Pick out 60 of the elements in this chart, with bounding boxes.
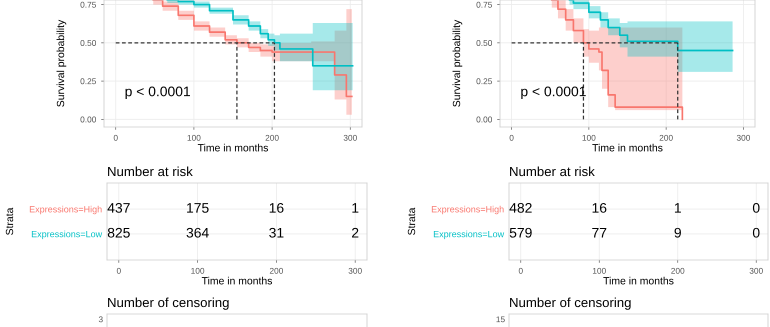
data-label: 0 xyxy=(752,202,760,213)
x-tick-label: 0 xyxy=(510,134,514,141)
y-tick-label: 0.50 xyxy=(80,40,96,46)
text: Number of censoring xyxy=(510,297,631,310)
x-tick-label: 200 xyxy=(270,268,284,274)
y-tick-label: 0.25 xyxy=(80,78,96,84)
y-tick-label: 0.00 xyxy=(80,116,96,122)
data-label: 825 xyxy=(108,228,130,238)
y-tick-label: 0.00 xyxy=(476,116,492,122)
x-tick-label: 300 xyxy=(344,134,357,141)
data-label: 482 xyxy=(510,202,532,213)
x-tick-label: 300 xyxy=(750,268,763,274)
x-axis-title: Time in months xyxy=(592,144,663,152)
x-tick-label: 100 xyxy=(592,268,606,274)
chart-title: Number at risk xyxy=(108,166,193,176)
chart-title: Number at risk xyxy=(510,166,595,176)
y-tick-label: 0.50 xyxy=(476,40,492,46)
x-tick-label: 200 xyxy=(671,268,684,274)
y-axis-title: Strata xyxy=(6,208,14,235)
x-tick-label: 300 xyxy=(348,268,362,274)
text: Number of censoring xyxy=(108,297,229,310)
x-axis-title: Time in months xyxy=(202,276,272,284)
data-label: 175 xyxy=(187,203,209,213)
data-label: 16 xyxy=(270,202,284,213)
data-label: 77 xyxy=(592,228,606,238)
y-axis-title: Survival probability xyxy=(56,20,66,107)
data-label: 0 xyxy=(752,228,760,238)
data-label: 1 xyxy=(674,203,681,213)
x-tick-label: 200 xyxy=(660,134,673,141)
x-axis-title: Time in months xyxy=(198,144,268,152)
x-tick-label: 300 xyxy=(736,134,750,141)
y-tick-label: Expressions=High xyxy=(30,206,102,214)
data-label: 2 xyxy=(352,228,358,238)
text: 3 xyxy=(98,316,103,322)
y-axis-title: Strata xyxy=(408,208,416,235)
x-tick-label: 0 xyxy=(116,268,121,274)
x-axis-title: Time in months xyxy=(603,276,674,284)
x-tick-label: 200 xyxy=(266,134,279,141)
y-tick-label: 0.75 xyxy=(80,2,96,8)
data-label: 579 xyxy=(510,228,532,238)
text: 15 xyxy=(496,316,505,322)
y-tick-label: Expressions=Low xyxy=(32,230,102,240)
data-label: 31 xyxy=(269,228,284,238)
x-tick-label: 100 xyxy=(191,268,204,274)
data-label: 9 xyxy=(674,228,681,238)
x-tick-label: 100 xyxy=(188,134,201,141)
x-tick-label: 100 xyxy=(582,134,596,141)
y-tick-label: Expressions=Low xyxy=(434,230,504,240)
x-tick-label: 0 xyxy=(518,268,523,274)
annotation: p < 0.0001 xyxy=(521,86,586,100)
y-tick-label: Expressions=High xyxy=(432,206,504,214)
y-tick-label: 0.75 xyxy=(476,2,492,8)
x-tick-label: 0 xyxy=(114,134,118,141)
data-label: 437 xyxy=(108,202,130,213)
data-label: 1 xyxy=(352,203,358,213)
data-label: 364 xyxy=(186,228,209,238)
annotation: p < 0.0001 xyxy=(126,86,190,100)
y-tick-label: 0.25 xyxy=(476,78,492,84)
y-axis-title: Survival probability xyxy=(452,20,462,107)
data-label: 16 xyxy=(592,202,606,213)
